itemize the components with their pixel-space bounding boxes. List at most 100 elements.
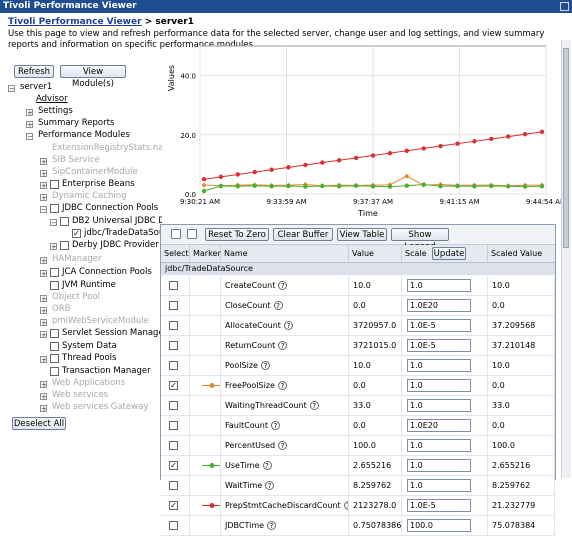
tree-node-performance-modules[interactable]: Performance Modules <box>38 130 130 140</box>
expand-icon[interactable]: + <box>26 109 33 117</box>
row-select-checkbox[interactable]: ✓ <box>169 381 178 390</box>
scale-input[interactable]: 1.0 <box>407 379 471 392</box>
scale-input[interactable]: 1.0 <box>407 279 471 292</box>
scale-input[interactable]: 1.0 <box>407 459 471 472</box>
clear-buffer-button[interactable]: Clear Buffer <box>273 228 333 241</box>
expand-icon[interactable]: + <box>40 319 47 327</box>
checkbox-system-data[interactable] <box>50 342 59 351</box>
tree-node-servlet-session[interactable]: Servlet Session Manager <box>62 328 162 338</box>
scale-input[interactable]: 1.0 <box>407 479 471 492</box>
window-maximize-icon[interactable] <box>560 2 569 11</box>
help-icon[interactable]: ? <box>278 341 288 350</box>
help-icon[interactable]: ? <box>270 421 280 430</box>
expand-icon[interactable]: + <box>40 182 47 190</box>
expand-icon[interactable]: + <box>40 270 47 278</box>
collapse-icon[interactable]: − <box>8 85 15 93</box>
row-select-checkbox[interactable] <box>169 401 178 410</box>
expand-icon[interactable]: + <box>40 356 47 364</box>
expand-icon[interactable]: + <box>40 295 47 303</box>
row-select-checkbox[interactable]: ✓ <box>169 501 178 510</box>
help-icon[interactable]: ? <box>309 401 319 410</box>
tree-node-derby-provider[interactable]: Derby JDBC Provider (XA) <box>72 240 162 250</box>
checkbox-jdbc-pools[interactable] <box>50 204 59 213</box>
row-select-checkbox[interactable] <box>169 321 178 330</box>
vertical-scrollbar[interactable] <box>561 40 571 478</box>
reset-to-zero-button[interactable]: Reset To Zero <box>205 228 269 241</box>
collapse-icon[interactable]: − <box>50 219 57 227</box>
view-modules-button[interactable]: View Module(s) <box>60 65 126 89</box>
checkbox-jca-pools[interactable] <box>50 268 59 277</box>
expand-icon[interactable]: + <box>40 393 47 401</box>
checkbox-jvm-runtime[interactable] <box>50 281 59 290</box>
tree-node-jvm-runtime[interactable]: JVM Runtime <box>62 280 116 290</box>
row-select-checkbox[interactable] <box>169 341 178 350</box>
show-legend-button[interactable]: Show Legend <box>391 228 449 252</box>
scale-input[interactable]: 1.0E-5 <box>407 499 471 512</box>
paste-icon[interactable] <box>187 229 197 239</box>
checkbox-transaction-manager[interactable] <box>50 367 59 376</box>
tree-node-enterprise-beans[interactable]: Enterprise Beans <box>62 179 135 189</box>
update-button[interactable]: Update <box>432 247 466 260</box>
help-icon[interactable]: ? <box>277 381 287 390</box>
copy-icon[interactable] <box>171 229 181 239</box>
scale-input[interactable]: 1.0E-5 <box>407 319 471 332</box>
row-select-checkbox[interactable]: ✓ <box>169 461 178 470</box>
checkbox-servlet-session[interactable] <box>50 329 59 338</box>
tree-node-db2-provider[interactable]: DB2 Universal JDBC Drive <box>72 216 162 226</box>
scale-input[interactable]: 1.0E-5 <box>407 339 471 352</box>
scale-input[interactable]: 1.0E20 <box>407 299 471 312</box>
tree-node-server1[interactable]: server1 <box>20 82 53 92</box>
expand-icon[interactable]: + <box>40 331 47 339</box>
tree-node-advisor[interactable]: Advisor <box>36 94 68 104</box>
row-select-checkbox[interactable] <box>169 441 178 450</box>
checkbox-enterprise-beans[interactable] <box>50 180 59 189</box>
tree-node-system-data[interactable]: System Data <box>62 341 117 351</box>
tree-node-settings[interactable]: Settings <box>38 106 73 116</box>
scale-input[interactable]: 100.0 <box>407 519 471 532</box>
help-icon[interactable]: ? <box>273 301 283 310</box>
scrollbar-thumb[interactable] <box>563 48 569 248</box>
row-select-checkbox[interactable] <box>169 301 178 310</box>
tree-node-jca-pools[interactable]: JCA Connection Pools <box>62 267 152 277</box>
row-select-checkbox[interactable] <box>169 481 178 490</box>
deselect-all-button[interactable]: Deselect All <box>12 417 66 430</box>
row-select-checkbox[interactable] <box>169 521 178 530</box>
expand-icon[interactable]: + <box>40 405 47 412</box>
expand-icon[interactable]: + <box>40 194 47 202</box>
expand-icon[interactable]: + <box>50 243 57 251</box>
expand-icon[interactable]: + <box>40 158 47 166</box>
scale-input[interactable]: 1.0 <box>407 359 471 372</box>
help-icon[interactable]: ? <box>265 481 275 490</box>
help-icon[interactable]: ? <box>267 521 277 530</box>
tree-node-thread-pools[interactable]: Thread Pools <box>62 353 117 363</box>
collapse-icon[interactable]: − <box>26 133 33 141</box>
view-table-button[interactable]: View Table <box>337 228 387 241</box>
help-icon[interactable]: ? <box>262 461 272 470</box>
expand-icon[interactable]: + <box>40 307 47 315</box>
checkbox-thread-pools[interactable] <box>50 354 59 363</box>
tree-node-trade-datasource[interactable]: jdbc/TradeDataSource <box>84 228 162 238</box>
row-select-checkbox[interactable] <box>169 361 178 370</box>
checkbox-db2-provider[interactable] <box>60 217 69 226</box>
help-icon[interactable]: ? <box>278 441 288 450</box>
checkbox-trade-datasource[interactable]: ✓ <box>72 229 81 238</box>
scale-input[interactable]: 1.0E20 <box>407 419 471 432</box>
collapse-icon[interactable]: − <box>40 206 47 214</box>
refresh-button[interactable]: Refresh <box>14 65 54 78</box>
scale-input[interactable]: 1.0 <box>407 439 471 452</box>
help-icon[interactable]: ? <box>260 361 270 370</box>
checkbox-derby-provider[interactable] <box>60 241 69 250</box>
help-icon[interactable]: ? <box>283 321 293 330</box>
tree-node-transaction-manager[interactable]: Transaction Manager <box>62 366 151 376</box>
scale-input[interactable]: 1.0 <box>407 399 471 412</box>
tree-node-jdbc-pools[interactable]: JDBC Connection Pools <box>62 203 159 213</box>
help-icon[interactable]: ? <box>278 281 288 290</box>
expand-icon[interactable]: + <box>40 381 47 389</box>
expand-icon[interactable]: + <box>40 170 47 178</box>
expand-icon[interactable]: + <box>26 121 33 129</box>
row-select-checkbox[interactable] <box>169 281 178 290</box>
breadcrumb-link-tpv[interactable]: Tivoli Performance Viewer <box>8 17 142 27</box>
tree-node-summary-reports[interactable]: Summary Reports <box>38 118 115 128</box>
expand-icon[interactable]: + <box>40 257 47 265</box>
row-select-checkbox[interactable] <box>169 421 178 430</box>
